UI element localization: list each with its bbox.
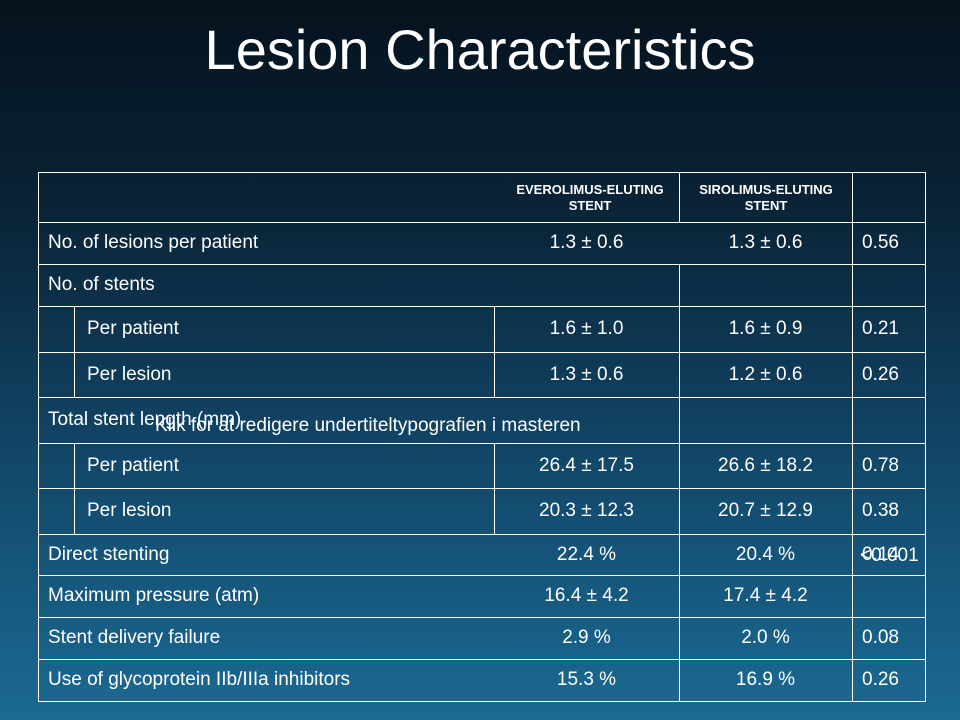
p-value: 0.26 [862,669,899,690]
p-value: 0.78 [862,454,899,476]
row-label: Direct stenting [48,543,170,565]
table-rule [38,488,926,489]
sirolimus-value: 20.4 % [735,543,796,565]
sirolimus-value: 1.6 ± 0.9 [728,318,803,339]
p-value: 0.38 [862,500,899,521]
table-rule [494,443,495,534]
table-rule [852,172,853,701]
everolimus-value: 2.9 % [562,627,611,648]
table-rule [38,617,926,618]
table-rule [74,443,75,534]
everolimus-value: 1.3 ± 0.6 [549,232,624,253]
row-sublabel: Per patient [87,454,179,476]
row-label: No. of stents [48,274,155,295]
p-value: 0.14 [862,543,899,565]
everolimus-value: 22.4 % [556,543,617,565]
table-rule [38,172,926,173]
column-header-everolimus: EVEROLIMUS-ELUTING STENT [516,181,664,213]
sirolimus-value: 2.0 % [741,627,790,648]
table-rule [679,264,680,701]
table-rule [38,397,926,398]
row-label: Stent delivery failure [48,627,221,648]
row-sublabel: Per patient [87,318,179,339]
row-sublabel: Per lesion [87,500,172,521]
p-value: 0.56 [862,232,899,253]
everolimus-value: 16.4 ± 4.2 [544,585,629,606]
table-rule [494,306,495,397]
row-sublabel: Per lesion [87,363,172,385]
everolimus-value: 1.3 ± 0.6 [549,363,624,385]
sirolimus-value: 16.9 % [735,669,796,690]
everolimus-value: 15.3 % [556,669,617,690]
table-rule [38,575,926,576]
slide-title: Lesion Characteristics [204,18,756,81]
sirolimus-value: 1.3 ± 0.6 [728,232,803,253]
p-value: 0.26 [862,363,899,385]
table-rule [38,306,926,307]
table-rule [38,659,926,660]
sirolimus-value: 26.6 ± 18.2 [718,454,813,476]
table-rule [925,172,926,701]
everolimus-value: 26.4 ± 17.5 [539,454,634,476]
sirolimus-value: 1.2 ± 0.6 [728,363,803,385]
table-rule [38,534,926,535]
row-label: No. of lesions per patient [48,232,259,253]
sirolimus-value: 17.4 ± 4.2 [723,585,808,606]
p-value: 0.08 [862,627,899,648]
everolimus-value: 20.3 ± 12.3 [539,500,634,521]
row-label: Use of glycoprotein IIb/IIIa inhibitors [48,669,351,690]
table-rule [38,701,926,702]
row-label: Maximum pressure (atm) [48,585,260,606]
row-label: Total stent length (mm) [48,409,242,430]
column-header-sirolimus: SIROLIMUS-ELUTING STENT [699,181,833,213]
table-rule [38,443,926,444]
table-rule [38,172,39,701]
table-rule [74,306,75,397]
everolimus-value: 1.6 ± 1.0 [549,318,624,339]
table-rule [38,352,926,353]
p-value: 0.21 [862,318,899,339]
table-rule [38,222,926,223]
table-rule [38,264,926,265]
table-rule [679,172,680,222]
sirolimus-value: 20.7 ± 12.9 [718,500,813,521]
